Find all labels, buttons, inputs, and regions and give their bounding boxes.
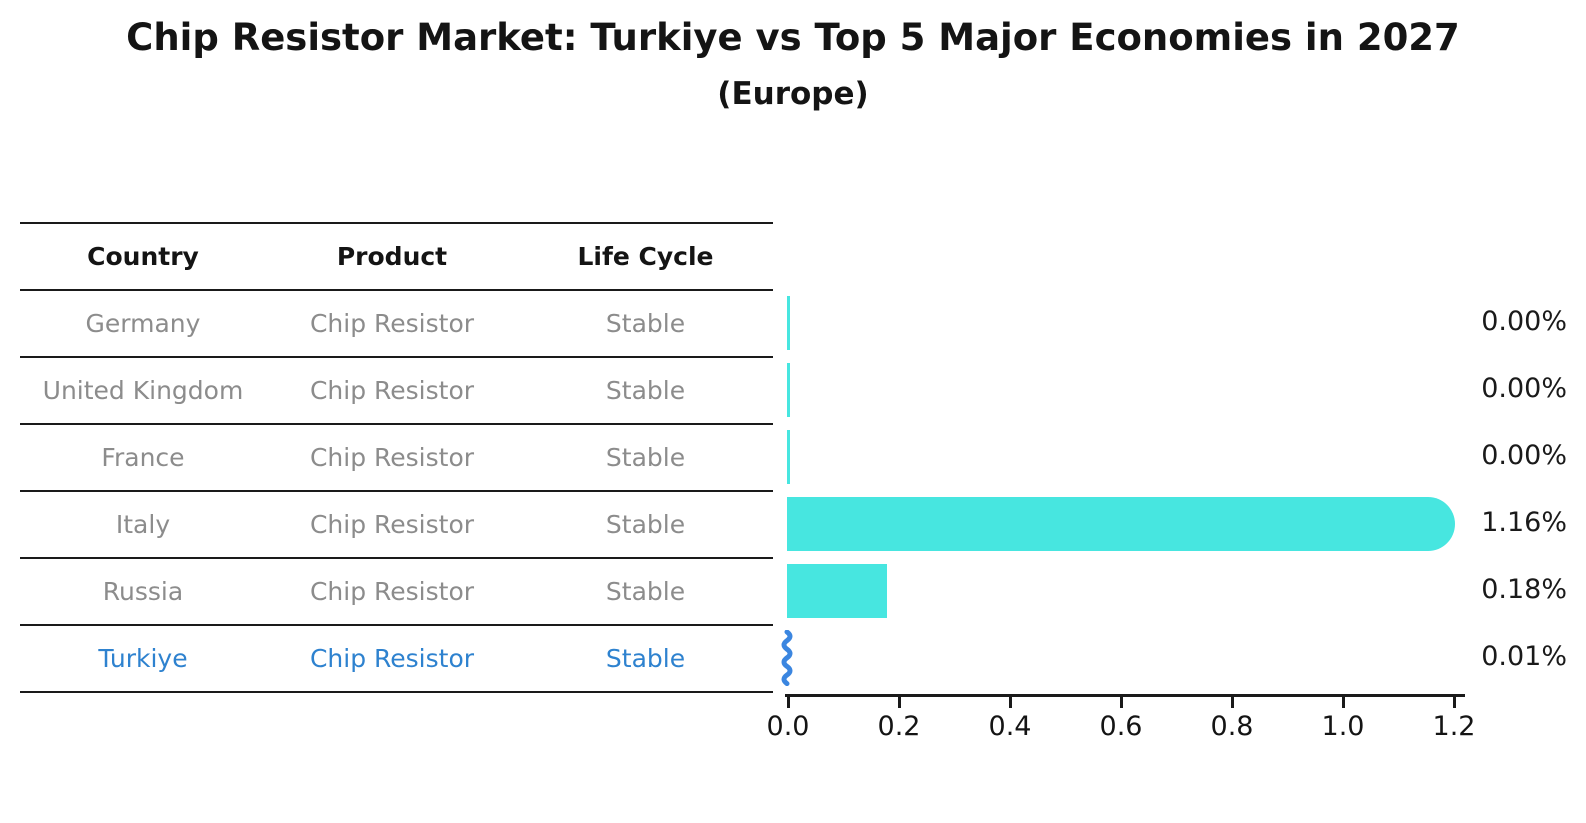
table-cell-product: Chip Resistor — [309, 510, 475, 539]
x-axis-line — [785, 694, 1465, 697]
x-axis-tick — [1231, 697, 1234, 708]
x-axis-tick-label: 0.2 — [877, 711, 921, 742]
x-axis-tick — [1009, 697, 1012, 708]
value-label-united-kingdom: 0.00% — [1481, 372, 1567, 404]
table-cell-life-cycle: Stable — [605, 309, 686, 338]
x-axis-tick — [1342, 697, 1345, 708]
table-header-row: Country Product Life Cycle — [20, 224, 773, 291]
value-label-france: 0.00% — [1481, 439, 1567, 471]
table-row-turkiye: Turkiye Chip Resistor Stable — [20, 626, 773, 693]
table-row-russia: Russia Chip Resistor Stable — [20, 559, 773, 626]
x-axis-tick-label: 1.2 — [1432, 711, 1476, 742]
table-cell-country: United Kingdom — [42, 376, 244, 405]
table-row-france: France Chip Resistor Stable — [20, 425, 773, 492]
x-axis-tick-label: 0.4 — [988, 711, 1032, 742]
bar-germany — [787, 295, 790, 350]
bar-united-kingdom — [787, 362, 790, 417]
x-axis-tick-label: 0.8 — [1210, 711, 1254, 742]
table-cell-country: Germany — [85, 309, 201, 338]
bar-france — [787, 429, 790, 484]
country-table: Country Product Life Cycle Germany Chip R… — [20, 222, 773, 693]
chart-subtitle: (Europe) — [717, 76, 869, 112]
x-axis-tick — [898, 697, 901, 708]
column-header-country: Country — [87, 242, 199, 271]
x-axis-tick-label: 0.6 — [1099, 711, 1143, 742]
value-label-italy: 1.16% — [1481, 506, 1567, 538]
x-axis-tick-label: 1.0 — [1321, 711, 1365, 742]
chart-title: Chip Resistor Market: Turkiye vs Top 5 M… — [126, 16, 1460, 59]
column-header-life-cycle: Life Cycle — [577, 242, 714, 271]
value-label-russia: 0.18% — [1481, 573, 1567, 605]
table-cell-product: Chip Resistor — [309, 443, 475, 472]
table-body: Germany Chip Resistor Stable United Kingdom… — [20, 291, 773, 693]
table-row-united-kingdom: United Kingdom Chip Resistor Stable — [20, 358, 773, 425]
table-cell-product: Chip Resistor — [309, 309, 475, 338]
table-cell-life-cycle: Stable — [605, 443, 686, 472]
table-row-italy: Italy Chip Resistor Stable — [20, 492, 773, 559]
x-axis-tick-label: 0.0 — [766, 711, 810, 742]
bar-turkiye-highlight — [781, 629, 793, 686]
x-axis-tick — [1453, 697, 1456, 708]
table-cell-life-cycle: Stable — [605, 644, 686, 673]
bar-russia — [787, 563, 887, 618]
table-cell-country: France — [101, 443, 185, 472]
column-header-product: Product — [336, 242, 448, 271]
table-cell-life-cycle: Stable — [605, 577, 686, 606]
value-label-turkiye: 0.01% — [1481, 640, 1567, 672]
table-cell-life-cycle: Stable — [605, 510, 686, 539]
bar-italy — [787, 496, 1455, 551]
table-row-germany: Germany Chip Resistor Stable — [20, 291, 773, 358]
x-axis-tick — [1120, 697, 1123, 708]
table-cell-product: Chip Resistor — [309, 644, 475, 673]
table-cell-country: Italy — [115, 510, 171, 539]
table-cell-life-cycle: Stable — [605, 376, 686, 405]
value-label-germany: 0.00% — [1481, 305, 1567, 337]
table-cell-product: Chip Resistor — [309, 577, 475, 606]
table-cell-product: Chip Resistor — [309, 376, 475, 405]
table-cell-country: Turkiye — [98, 644, 188, 673]
x-axis-tick — [787, 697, 790, 708]
table-cell-country: Russia — [102, 577, 184, 606]
